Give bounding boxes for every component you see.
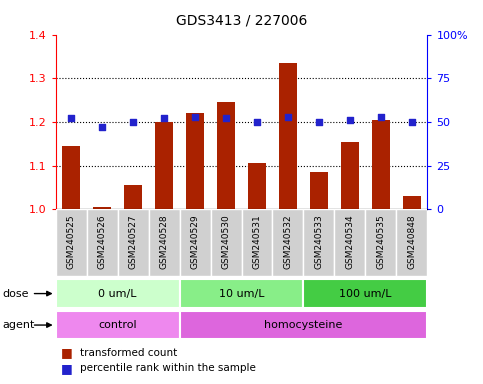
Bar [124, 185, 142, 209]
Bar [62, 146, 80, 209]
Bar [180, 209, 211, 276]
Text: ■: ■ [60, 362, 72, 375]
Text: GSM240525: GSM240525 [67, 215, 75, 269]
Point [222, 115, 230, 121]
Bar [117, 209, 149, 276]
Text: GSM240848: GSM240848 [408, 215, 416, 269]
Text: GSM240530: GSM240530 [222, 215, 230, 270]
Text: GSM240526: GSM240526 [98, 215, 107, 269]
Bar [403, 196, 421, 209]
Text: GSM240528: GSM240528 [159, 215, 169, 269]
Bar [310, 172, 328, 209]
Bar [155, 122, 173, 209]
Point [160, 115, 168, 121]
Text: GSM240532: GSM240532 [284, 215, 293, 269]
Text: agent: agent [2, 320, 35, 330]
Bar [272, 209, 303, 276]
Bar [56, 279, 180, 308]
Text: GSM240529: GSM240529 [190, 215, 199, 269]
Bar [180, 279, 303, 308]
Text: GSM240527: GSM240527 [128, 215, 138, 269]
Bar [397, 209, 427, 276]
Text: GSM240535: GSM240535 [376, 215, 385, 270]
Text: dose: dose [2, 288, 29, 299]
Point [191, 114, 199, 120]
Text: ■: ■ [60, 346, 72, 359]
Bar [180, 311, 427, 339]
Point [129, 119, 137, 125]
Bar [86, 209, 117, 276]
Bar [93, 207, 112, 209]
Text: percentile rank within the sample: percentile rank within the sample [80, 363, 256, 373]
Text: GSM240533: GSM240533 [314, 215, 324, 270]
Bar [279, 63, 297, 209]
Text: 0 um/L: 0 um/L [98, 288, 137, 299]
Point [408, 119, 416, 125]
Text: 10 um/L: 10 um/L [219, 288, 264, 299]
Text: transformed count: transformed count [80, 348, 177, 358]
Text: control: control [98, 320, 137, 330]
Text: 100 um/L: 100 um/L [339, 288, 392, 299]
Bar [242, 209, 272, 276]
Bar [217, 102, 235, 209]
Bar [211, 209, 242, 276]
Text: GSM240531: GSM240531 [253, 215, 261, 270]
Bar [56, 311, 180, 339]
Bar [149, 209, 180, 276]
Bar [186, 113, 204, 209]
Text: GDS3413 / 227006: GDS3413 / 227006 [176, 13, 307, 27]
Point [377, 114, 385, 120]
Bar [303, 279, 427, 308]
Point [253, 119, 261, 125]
Text: homocysteine: homocysteine [264, 320, 342, 330]
Bar [56, 209, 86, 276]
Point [284, 114, 292, 120]
Point [346, 117, 354, 123]
Bar [248, 164, 266, 209]
Bar [341, 142, 359, 209]
Point [315, 119, 323, 125]
Bar [334, 209, 366, 276]
Point [98, 124, 106, 130]
Bar [372, 120, 390, 209]
Bar [303, 209, 334, 276]
Text: GSM240534: GSM240534 [345, 215, 355, 269]
Bar [366, 209, 397, 276]
Point [67, 115, 75, 121]
